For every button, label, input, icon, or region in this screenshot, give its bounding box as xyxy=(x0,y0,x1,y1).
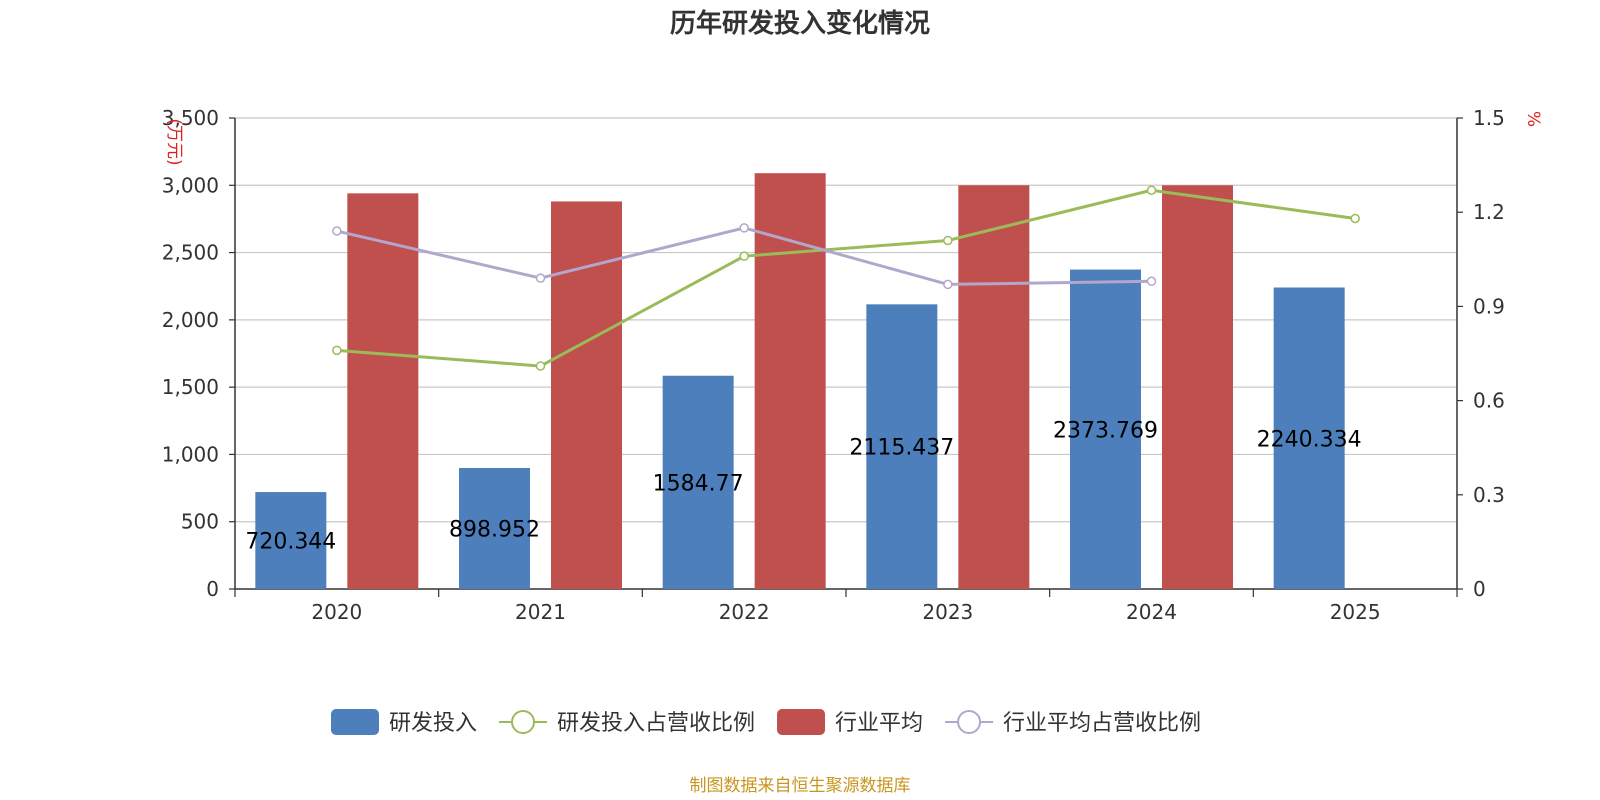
legend-label[interactable]: 行业平均占营收比例 xyxy=(1003,711,1201,736)
y-right-tick-label: 0.6 xyxy=(1473,389,1505,413)
x-tick-label: 2024 xyxy=(1126,600,1177,624)
data-labels: 720.344 898.952 1584.77 2115.437 2373.769 224… xyxy=(245,418,1361,554)
x-tick-label: 2023 xyxy=(922,600,973,624)
point-industry-ratio xyxy=(535,273,546,283)
y-left-tick-label: 0 xyxy=(206,577,219,601)
lines xyxy=(332,185,1360,371)
y-left-tick-label: 1,500 xyxy=(162,375,219,399)
y-left-tick-label: 500 xyxy=(181,510,219,534)
y-right-tick-label: 1.2 xyxy=(1473,200,1505,224)
point-rd-ratio xyxy=(535,361,546,371)
x-tick-label: 2020 xyxy=(311,600,362,624)
x-tick-label: 2025 xyxy=(1330,600,1381,624)
bar-value-label: 2115.437 xyxy=(849,436,954,461)
point-industry-ratio xyxy=(739,223,749,233)
bar-rd-investment xyxy=(1273,287,1345,589)
point-industry-ratio xyxy=(1146,276,1157,287)
chart-title: 历年研发投入变化情况 xyxy=(670,8,930,39)
axes: 0 500 1,000 1,500 2,000 2,500 3,000 3,500 0 0.3 0.… xyxy=(162,106,1543,624)
y-right-tick-label: 0.3 xyxy=(1473,483,1505,507)
legend-swatch-bar[interactable] xyxy=(777,709,826,735)
legend-swatch-bar[interactable] xyxy=(331,709,379,735)
legend-swatch-marker[interactable] xyxy=(511,710,536,734)
y-left-tick-label: 3,000 xyxy=(162,173,219,197)
y-left-tick-label: 2,000 xyxy=(162,308,219,332)
y-right-tick-label: 0 xyxy=(1473,577,1486,601)
y-left-tick-label: 2,500 xyxy=(162,241,219,265)
bar-industry-average xyxy=(347,193,419,590)
y-left-tick-label: 3,500 xyxy=(162,106,219,130)
bar-rd-investment xyxy=(662,375,734,589)
bar-value-label: 898.952 xyxy=(449,518,540,543)
bar-rd-investment xyxy=(459,468,530,589)
point-rd-ratio xyxy=(943,235,953,246)
y-right-tick-label: 1.5 xyxy=(1473,106,1505,130)
bars xyxy=(255,173,1345,590)
legend-label[interactable]: 行业平均 xyxy=(835,711,923,736)
bar-industry-average xyxy=(958,185,1030,590)
bar-value-label: 1584.77 xyxy=(653,471,744,496)
y-right-tick-label: 0.9 xyxy=(1473,294,1505,318)
legend-label[interactable]: 研发投入占营收比例 xyxy=(557,711,755,736)
bar-industry-average xyxy=(1162,185,1233,590)
bar-value-label: 720.344 xyxy=(245,530,336,555)
point-rd-ratio xyxy=(1350,213,1360,224)
line-rd-ratio xyxy=(336,188,1356,368)
legend[interactable]: 研发投入 研发投入占营收比例 行业平均 行业平均占营收比例 xyxy=(331,709,1201,736)
bar-value-label: 2373.769 xyxy=(1053,418,1158,443)
point-rd-ratio xyxy=(1146,185,1157,195)
bar-industry-average xyxy=(754,173,826,589)
bar-rd-investment xyxy=(866,304,938,589)
bar-rd-investment xyxy=(255,492,327,589)
x-tick-label: 2021 xyxy=(515,600,566,624)
bar-value-label: 2240.334 xyxy=(1257,427,1362,452)
legend-swatch-marker[interactable] xyxy=(957,710,982,734)
point-rd-ratio xyxy=(332,345,342,356)
point-industry-ratio xyxy=(943,279,953,290)
y-right-unit: % xyxy=(1523,111,1543,127)
legend-label[interactable]: 研发投入 xyxy=(389,711,477,736)
x-tick-label: 2022 xyxy=(719,600,770,624)
point-industry-ratio xyxy=(332,226,342,236)
y-left-unit: (万元) xyxy=(164,118,184,165)
grid-lines xyxy=(235,117,1457,523)
source-note: 制图数据来自恒生聚源数据库 xyxy=(690,776,911,796)
point-rd-ratio xyxy=(739,251,749,261)
bar-rd-investment xyxy=(1070,269,1141,589)
y-left-tick-label: 1,000 xyxy=(162,442,219,466)
